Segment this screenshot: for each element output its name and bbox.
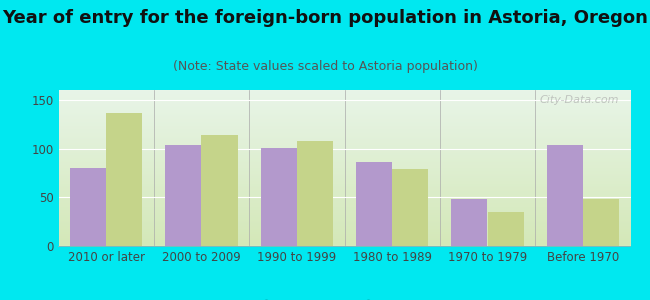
Bar <box>297 141 333 246</box>
Bar <box>451 199 488 246</box>
Bar <box>547 145 583 246</box>
Bar <box>106 113 142 246</box>
Text: (Note: State values scaled to Astoria population): (Note: State values scaled to Astoria po… <box>172 60 478 73</box>
Bar <box>356 162 392 246</box>
Legend: Astoria, Oregon: Astoria, Oregon <box>246 295 443 300</box>
Text: City-Data.com: City-Data.com <box>540 95 619 105</box>
Bar <box>202 135 238 246</box>
Bar <box>70 168 106 246</box>
Bar <box>583 199 619 246</box>
Bar <box>165 145 202 246</box>
Bar <box>392 169 428 246</box>
Bar <box>261 148 297 246</box>
Text: Year of entry for the foreign-born population in Astoria, Oregon: Year of entry for the foreign-born popul… <box>2 9 648 27</box>
Bar <box>488 212 524 246</box>
